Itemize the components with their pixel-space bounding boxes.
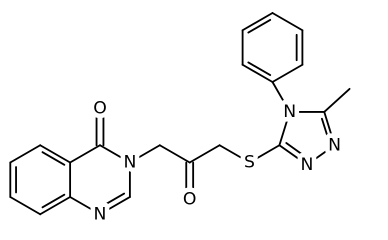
atom-label: N bbox=[301, 155, 314, 175]
atom-label: S bbox=[244, 153, 255, 173]
atom-label: N bbox=[123, 153, 136, 173]
page: {"atoms": [ {"label": "O"}, {"label": "N… bbox=[9, 12, 351, 225]
structure-diagram: O N N O S N N N bbox=[9, 12, 351, 225]
molecule: O N N O S N N N bbox=[9, 12, 351, 225]
atom-label: O bbox=[93, 98, 107, 118]
atom-label: O bbox=[183, 189, 197, 209]
atom-label: N bbox=[283, 102, 296, 122]
atom-labels: O N N O S N N N bbox=[89, 94, 346, 225]
bonds bbox=[9, 12, 351, 216]
atom-label: N bbox=[328, 135, 341, 155]
atom-label: N bbox=[94, 204, 107, 224]
